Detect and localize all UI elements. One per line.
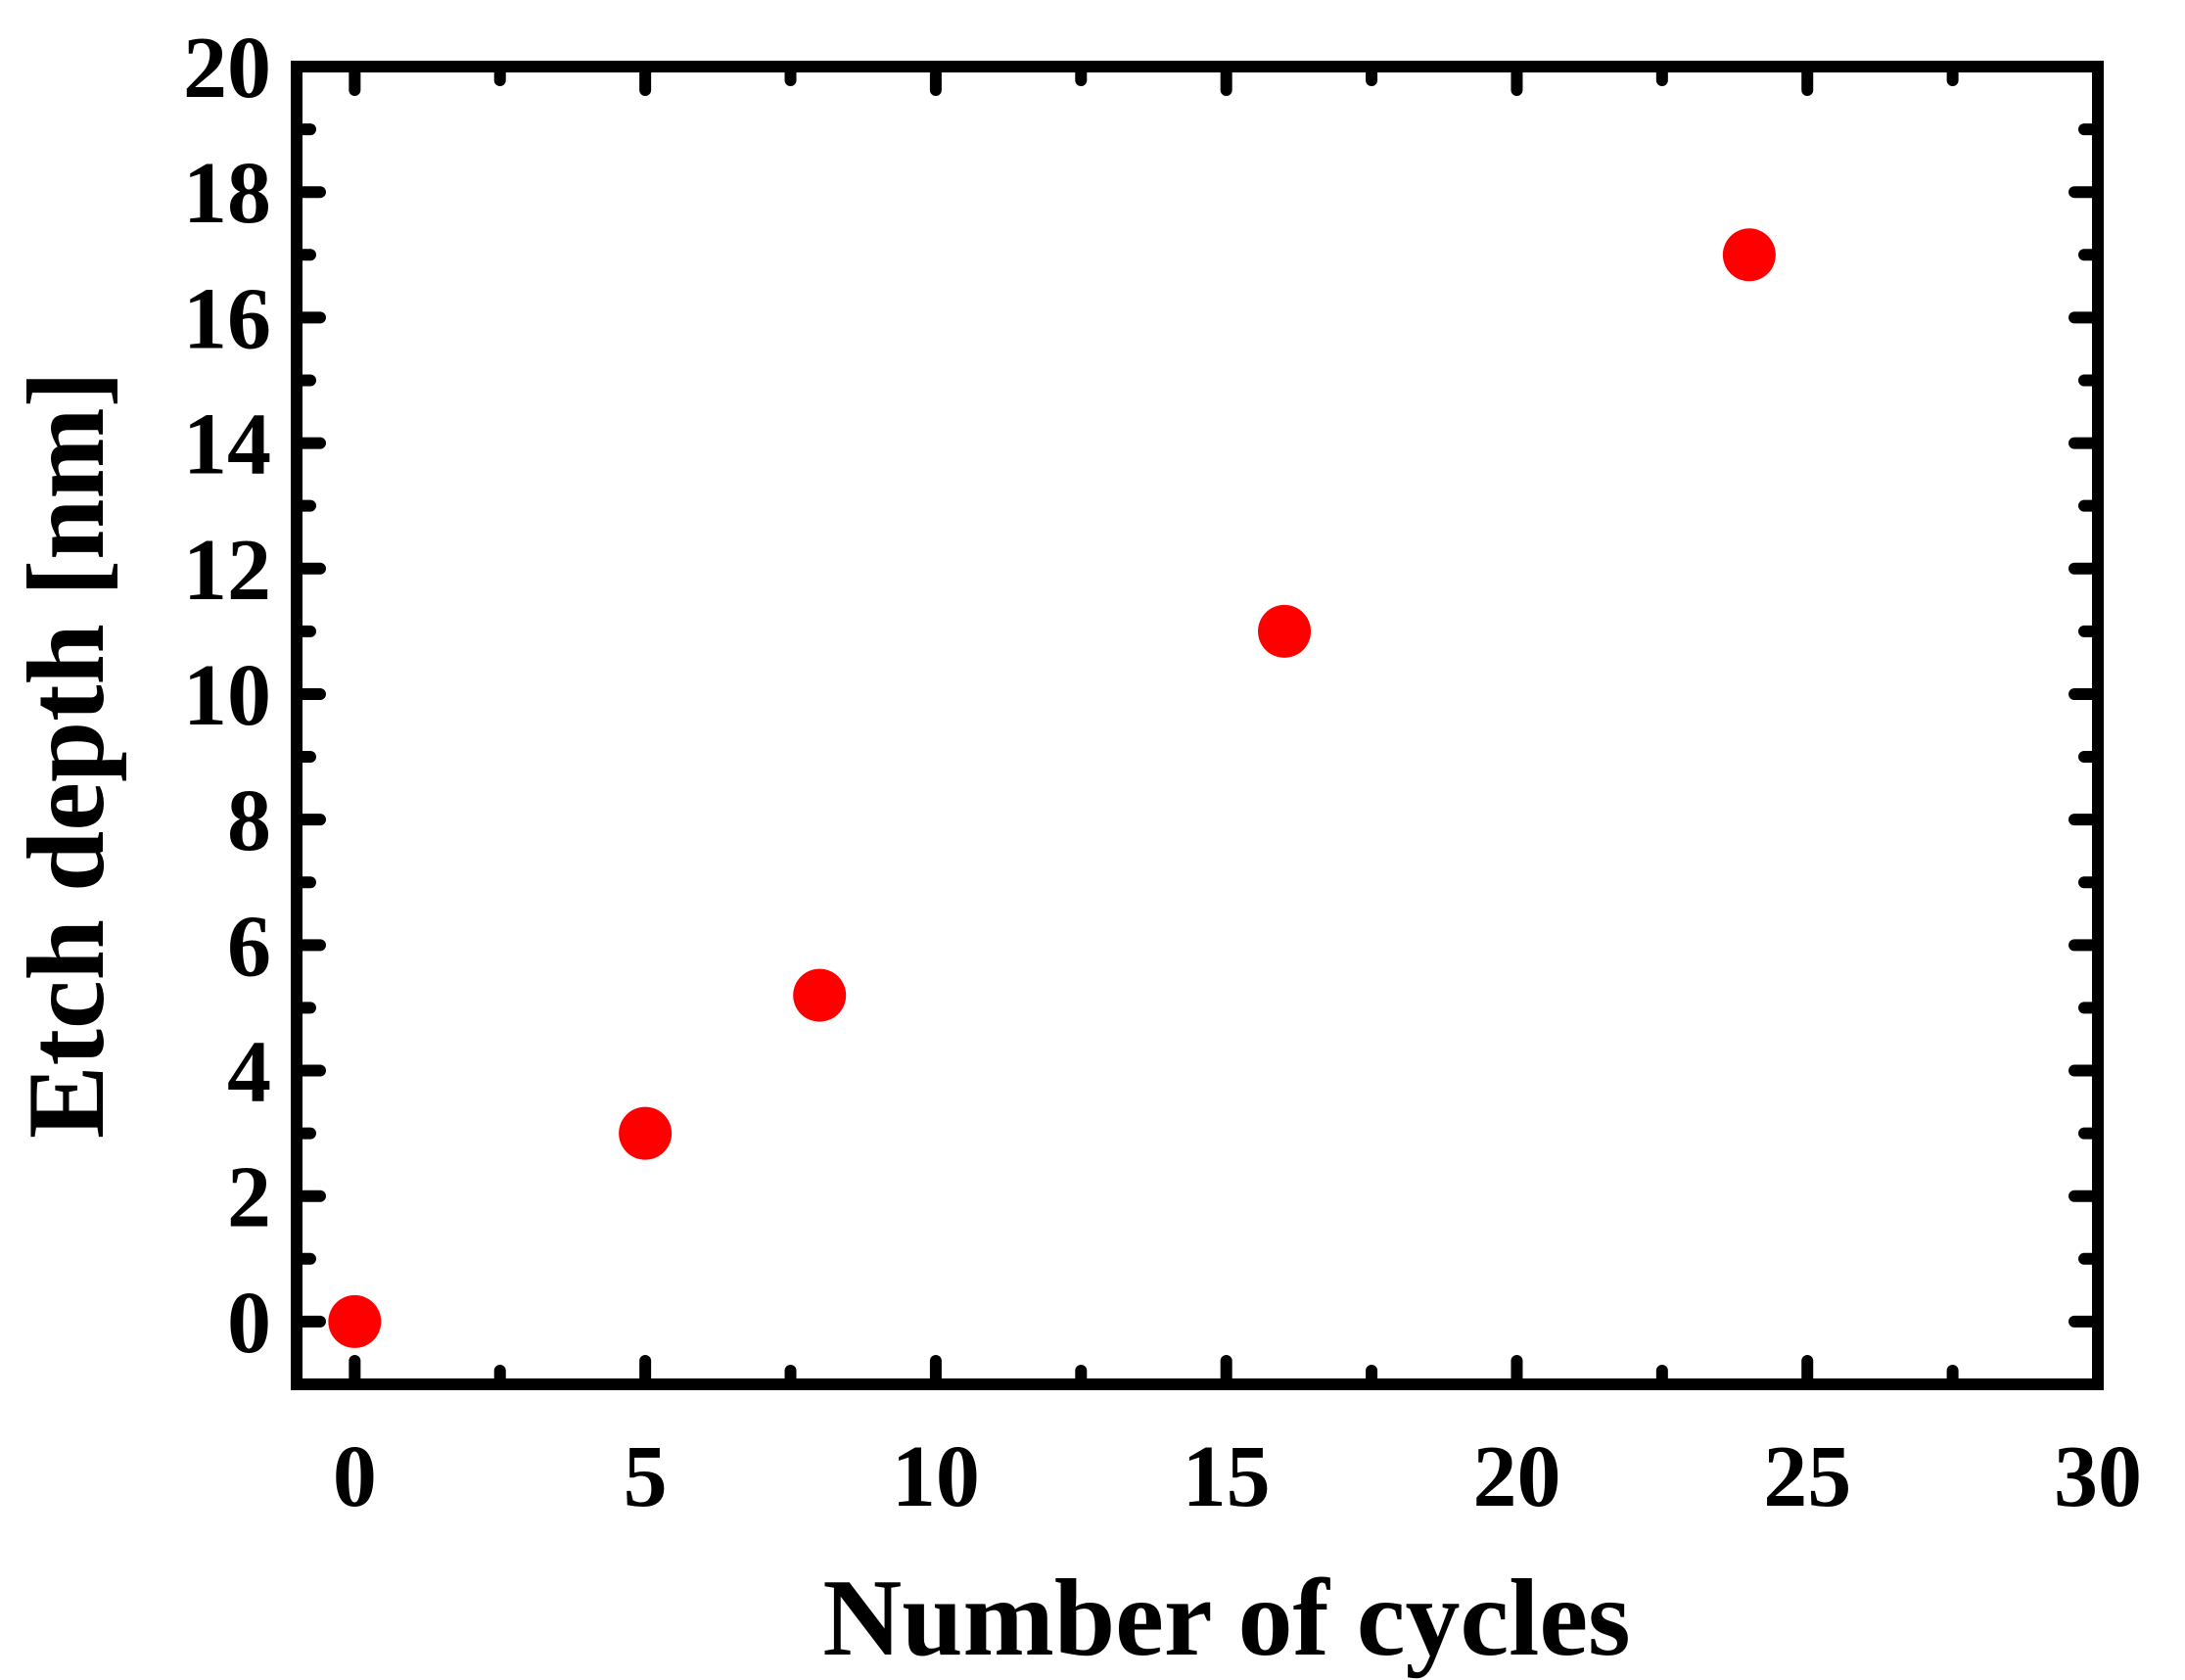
data-points (328, 228, 1776, 1348)
x-tick-label: 15 (1183, 1428, 1271, 1525)
data-point (793, 968, 847, 1022)
y-tick-label: 12 (183, 522, 271, 619)
data-point (1258, 604, 1312, 658)
data-point (328, 1294, 382, 1348)
y-tick-label: 16 (183, 270, 271, 367)
x-tick-label: 30 (2054, 1428, 2142, 1525)
x-tick-label: 5 (624, 1428, 668, 1525)
y-axis-title: Etch depth [nm] (6, 371, 127, 1139)
x-tick-labels: 0 5 10 15 20 25 30 (333, 1428, 2142, 1525)
y-tick-label: 0 (227, 1275, 271, 1372)
x-tick-label: 10 (892, 1428, 980, 1525)
data-point (1722, 228, 1776, 282)
y-tick-labels: 0 2 4 6 8 10 12 14 16 18 20 (183, 20, 271, 1372)
y-tick-label: 4 (227, 1024, 271, 1121)
major-ticks (291, 61, 2104, 1390)
y-tick-label: 20 (183, 20, 271, 117)
x-tick-label: 0 (333, 1428, 377, 1525)
plot-frame (291, 61, 2104, 1390)
x-tick-label: 20 (1472, 1428, 1560, 1525)
y-tick-label: 18 (183, 145, 271, 242)
y-tick-label: 14 (183, 397, 271, 493)
y-tick-label: 10 (183, 647, 271, 744)
x-tick-label: 25 (1763, 1428, 1851, 1525)
y-tick-label: 6 (227, 898, 271, 995)
y-tick-label: 2 (227, 1149, 271, 1246)
x-axis-title: Number of cycles (822, 1558, 1630, 1679)
minor-ticks (291, 61, 2104, 1390)
data-point (619, 1106, 673, 1160)
y-tick-label: 8 (227, 772, 271, 869)
